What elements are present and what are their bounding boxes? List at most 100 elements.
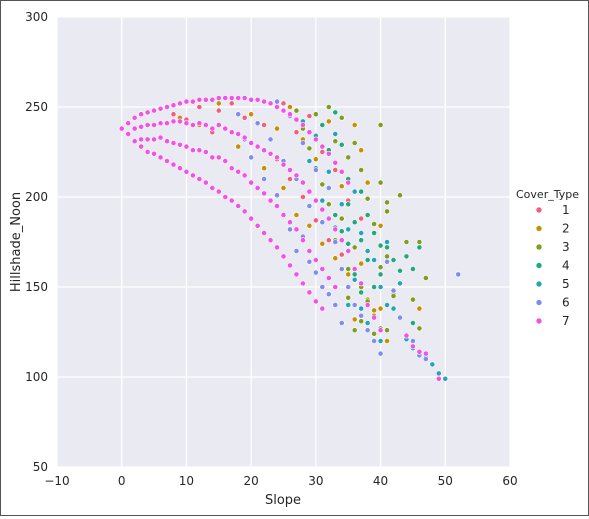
data-point [338, 201, 345, 208]
data-point [351, 327, 358, 334]
data-point [151, 150, 157, 157]
grid-lines [56, 16, 511, 468]
legend-marker [535, 225, 543, 232]
data-point [183, 143, 190, 150]
data-point [345, 240, 352, 247]
data-point [364, 327, 371, 334]
data-point [151, 136, 157, 143]
data-point [287, 219, 293, 226]
data-point [267, 237, 274, 244]
data-point [377, 122, 384, 128]
data-point [280, 212, 287, 218]
data-point [222, 95, 229, 101]
data-point [358, 289, 365, 296]
data-point [293, 107, 300, 114]
data-point [274, 98, 280, 105]
data-point [435, 370, 442, 377]
data-point [364, 257, 371, 263]
data-point [241, 95, 248, 101]
data-point [422, 356, 429, 362]
data-point [267, 197, 274, 204]
data-point [209, 154, 216, 161]
data-point [403, 239, 410, 245]
data-point [377, 242, 384, 249]
data-point [300, 122, 306, 128]
data-point [371, 257, 377, 263]
data-point [351, 219, 358, 226]
data-point [332, 131, 339, 137]
data-point [280, 161, 287, 168]
legend-marker [535, 243, 543, 251]
data-point [202, 149, 209, 155]
data-point [319, 284, 326, 290]
data-point [325, 237, 332, 244]
data-point [319, 122, 326, 128]
data-point [351, 122, 358, 128]
data-point [183, 120, 190, 127]
data-point [209, 185, 216, 191]
data-point [442, 375, 449, 382]
data-point [235, 111, 242, 118]
data-point [177, 165, 183, 172]
data-point [306, 129, 313, 136]
data-point [261, 176, 267, 182]
data-point [364, 320, 371, 326]
data-point [170, 111, 177, 118]
legend-entry: 7 [562, 314, 570, 328]
data-point [157, 154, 164, 161]
data-point [118, 125, 125, 132]
x-tick-label: −10 [44, 474, 69, 488]
data-point [293, 129, 300, 136]
x-tick-label: 0 [118, 474, 126, 488]
data-point [358, 305, 365, 312]
data-point [267, 150, 274, 157]
data-point [138, 111, 145, 118]
data-point [312, 217, 319, 224]
data-point [248, 96, 255, 103]
data-point [345, 271, 352, 278]
data-point [416, 239, 423, 245]
data-point [377, 284, 384, 290]
data-point [164, 138, 170, 145]
data-point [364, 248, 371, 254]
data-point [300, 140, 306, 146]
data-point [384, 208, 390, 215]
data-point [338, 114, 345, 121]
data-point [209, 96, 216, 103]
data-point [332, 284, 339, 290]
data-point [274, 104, 280, 110]
data-point [131, 114, 138, 121]
data-point [325, 185, 332, 191]
y-tick-label: 150 [25, 280, 48, 294]
data-point [384, 338, 390, 344]
data-point [338, 251, 345, 258]
data-point [332, 255, 339, 262]
data-point [410, 338, 416, 344]
data-point [358, 147, 365, 154]
data-point [358, 167, 365, 173]
data-point [215, 122, 222, 128]
data-point [300, 194, 306, 200]
data-points [118, 95, 462, 382]
data-point [371, 314, 377, 321]
data-point [345, 154, 352, 161]
data-point [345, 294, 352, 301]
data-point [435, 375, 442, 382]
data-point [274, 192, 280, 199]
data-point [364, 179, 371, 186]
data-point [306, 113, 313, 119]
data-point [287, 226, 293, 233]
data-point [293, 172, 300, 179]
data-point [410, 343, 416, 350]
data-point [319, 219, 326, 226]
data-point [345, 302, 352, 308]
data-point [345, 266, 352, 272]
data-point [222, 194, 229, 200]
data-point [377, 350, 384, 357]
data-point [254, 222, 261, 229]
data-point [377, 327, 384, 334]
data-point [202, 179, 209, 186]
data-point [403, 332, 410, 339]
data-point [397, 314, 403, 321]
